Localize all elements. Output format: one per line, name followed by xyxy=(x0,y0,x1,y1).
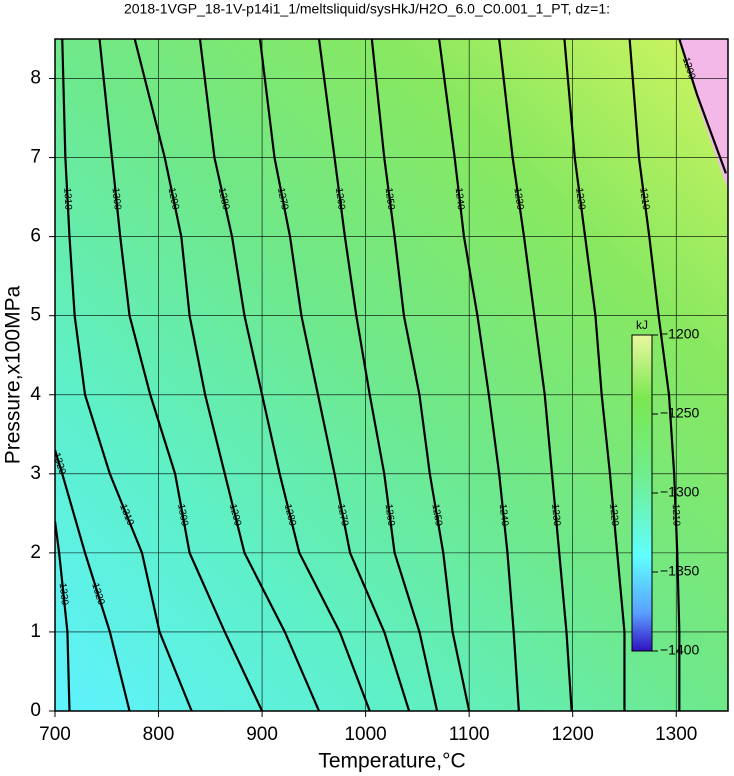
contour-label-group: -1240 xyxy=(496,500,510,527)
colorbar-tick-label: −1200 xyxy=(660,326,700,342)
contour-line xyxy=(678,39,727,174)
contour-label-group: -1250 xyxy=(429,500,444,527)
colorbar-tick-label: −1250 xyxy=(660,405,700,421)
contour-label-group: -1240 xyxy=(452,184,466,211)
x-tick-label: 900 xyxy=(246,724,278,745)
y-tick-label: 8 xyxy=(30,68,41,89)
contours: -1330 -1320-1320-1310-1310-1300-1300-1290… xyxy=(55,39,727,711)
contour-label-group: -1230 xyxy=(549,500,562,527)
y-tick-label: 4 xyxy=(30,384,41,405)
contour-label: -1250 xyxy=(382,184,396,211)
contour-label: -1240 xyxy=(452,184,466,211)
contour-line xyxy=(61,39,193,711)
contour-label: -1220 xyxy=(607,500,620,527)
x-tick-label: 800 xyxy=(143,724,175,745)
contour-label-group: -1280 xyxy=(281,500,298,528)
colorbar-tick-label: −1300 xyxy=(660,484,700,500)
contour-label-group: -1300 xyxy=(174,500,190,528)
contour-label: -1290 xyxy=(165,184,181,212)
contour-line xyxy=(198,39,371,711)
contour-label: -1250 xyxy=(429,500,444,527)
contour-label: -1220 xyxy=(573,184,587,211)
contour-line xyxy=(133,39,321,711)
contour-label-group: -1270 xyxy=(334,500,350,528)
plot-background xyxy=(55,39,728,711)
contour-label-group: -1290 xyxy=(226,500,243,528)
y-tick-label: 3 xyxy=(30,463,41,484)
x-tick-label: 1300 xyxy=(655,724,697,745)
contour-label-group: -1270 xyxy=(274,184,290,212)
y-tick-label: 5 xyxy=(30,305,41,326)
contour-label: -1210 xyxy=(637,184,651,211)
chart-title: 2018-1VGP_18-1V-p14i1_1/meltsliquid/sysH… xyxy=(124,1,610,17)
contour-label: -1260 xyxy=(332,184,346,211)
contour-label: -1230 xyxy=(549,500,562,527)
contour-label-group: -1260 xyxy=(332,184,346,211)
y-tick-label: 6 xyxy=(30,226,41,247)
y-tick-label: 7 xyxy=(30,147,41,168)
contour-label-group: -1280 xyxy=(215,183,231,211)
contour-label-group: -1250 xyxy=(382,184,396,211)
y-tick-label: 2 xyxy=(30,542,41,563)
x-tick-label: 700 xyxy=(39,724,71,745)
colorbar-label: kJ xyxy=(636,318,648,332)
axes: 700 800 900 1000 1100 1200 1300 0 1 2 3 4 5 6 7 8 xyxy=(30,68,697,745)
contour-label-group: -1220 xyxy=(607,500,620,527)
contour-line xyxy=(98,39,264,711)
colorbar xyxy=(631,334,653,652)
y-axis-label: Pressure,x100MPa xyxy=(2,285,25,464)
contour-label-group: -1330 xyxy=(56,579,70,606)
contour-line xyxy=(438,39,520,711)
contour-label: -1240 xyxy=(496,500,510,527)
grid xyxy=(54,39,728,712)
contour-label: -1270 xyxy=(334,500,350,528)
contour-label: -1300 xyxy=(109,184,123,211)
contour-label: -1270 xyxy=(274,184,290,212)
x-tick-label: 1000 xyxy=(344,724,386,745)
contour-label-group: -1300 xyxy=(109,184,123,211)
colorbar-tick-label: −1350 xyxy=(660,563,700,579)
x-tick-label: 1200 xyxy=(552,724,594,745)
contour-label: -1230 xyxy=(511,184,526,211)
contour-label: -1260 xyxy=(382,500,396,527)
contour-line xyxy=(628,39,681,711)
x-tick-label: 1100 xyxy=(449,724,490,745)
contour-label-group: -1220 xyxy=(573,184,587,211)
y-tick-label: 1 xyxy=(30,621,41,642)
contour-line xyxy=(370,39,471,711)
contour-label: -1300 xyxy=(174,500,190,528)
contour-line xyxy=(55,449,131,711)
y-tick-label: 0 xyxy=(30,700,41,721)
contour-label-group: -1290 xyxy=(165,184,181,212)
contour-label-group: -1210 xyxy=(670,500,682,526)
contour-line xyxy=(317,39,439,711)
contour-label-group: -1230 xyxy=(511,184,526,211)
contour-label: -1330 xyxy=(56,579,70,606)
contour-label: -1310 xyxy=(61,184,73,211)
contour-label: -1210 xyxy=(670,500,682,526)
colorbar-axis: −1200 −1250 −1300 −1350 −1400 xyxy=(652,326,700,658)
contour-label-group: -1260 xyxy=(382,500,396,527)
contour-line xyxy=(258,39,411,711)
x-axis-label: Temperature,°C xyxy=(318,750,465,773)
contour-line xyxy=(55,521,71,711)
colorbar-tick-label: −1400 xyxy=(660,642,700,658)
contour-line xyxy=(563,39,626,711)
contour-label-group: -1310 xyxy=(61,184,73,211)
contour-line xyxy=(498,39,573,711)
contour-label-group: -1210 xyxy=(637,184,651,211)
plot-frame xyxy=(54,38,729,712)
